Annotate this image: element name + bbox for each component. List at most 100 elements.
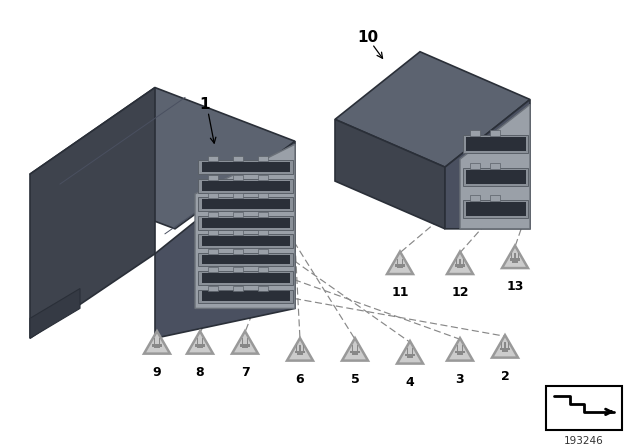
Polygon shape	[198, 271, 293, 285]
Polygon shape	[187, 331, 213, 353]
Text: 2: 2	[500, 370, 509, 383]
Polygon shape	[502, 246, 528, 268]
Polygon shape	[202, 162, 290, 172]
Polygon shape	[202, 254, 290, 264]
Bar	[508, 342, 509, 348]
Bar	[455, 264, 465, 267]
Bar	[208, 175, 218, 180]
Polygon shape	[198, 215, 293, 229]
Polygon shape	[466, 170, 526, 184]
Polygon shape	[155, 141, 295, 338]
Bar	[500, 342, 502, 348]
Polygon shape	[198, 253, 293, 267]
Bar	[258, 211, 268, 216]
Bar	[208, 249, 218, 254]
Polygon shape	[202, 273, 290, 283]
Bar	[208, 193, 218, 198]
Bar	[247, 338, 248, 344]
Polygon shape	[198, 234, 293, 248]
Bar	[296, 345, 297, 351]
Bar	[233, 285, 243, 290]
Bar	[258, 249, 268, 254]
Bar	[196, 346, 204, 348]
Bar	[258, 175, 268, 180]
Bar	[351, 345, 353, 351]
Bar	[240, 344, 250, 346]
Polygon shape	[202, 292, 290, 302]
Polygon shape	[492, 335, 518, 358]
Bar	[152, 344, 162, 346]
Bar	[233, 267, 243, 272]
Polygon shape	[287, 338, 313, 361]
Bar	[258, 230, 268, 235]
Bar	[397, 267, 403, 268]
Text: 12: 12	[451, 286, 468, 299]
Bar	[295, 351, 305, 353]
Polygon shape	[30, 87, 155, 338]
Bar	[299, 345, 301, 351]
Bar	[154, 346, 161, 348]
Bar	[258, 267, 268, 272]
Bar	[159, 338, 161, 344]
Bar	[303, 345, 305, 351]
Bar	[208, 285, 218, 290]
Bar	[233, 156, 243, 161]
Bar	[208, 267, 218, 272]
Bar	[459, 258, 461, 264]
Polygon shape	[466, 202, 526, 216]
Bar	[296, 353, 303, 355]
Text: 10: 10	[357, 30, 379, 45]
Bar	[456, 345, 458, 351]
Text: 3: 3	[456, 373, 464, 386]
Polygon shape	[460, 104, 530, 229]
Polygon shape	[463, 168, 528, 185]
Bar	[456, 267, 463, 268]
Text: 4: 4	[406, 376, 414, 389]
Bar	[208, 230, 218, 235]
Polygon shape	[335, 52, 530, 167]
Bar	[241, 346, 248, 348]
Polygon shape	[463, 200, 528, 218]
Text: 1: 1	[200, 97, 211, 112]
Polygon shape	[387, 251, 413, 274]
Text: 9: 9	[153, 366, 161, 379]
Text: 13: 13	[506, 280, 524, 293]
Polygon shape	[466, 137, 526, 151]
Bar	[233, 230, 243, 235]
Polygon shape	[463, 135, 528, 153]
Polygon shape	[202, 181, 290, 190]
Bar	[233, 211, 243, 216]
Bar	[233, 193, 243, 198]
Bar	[397, 258, 398, 264]
Polygon shape	[202, 218, 290, 228]
Polygon shape	[30, 289, 80, 338]
Bar	[154, 338, 156, 344]
Bar	[456, 258, 457, 264]
Polygon shape	[397, 341, 423, 364]
Bar	[412, 348, 413, 354]
Bar	[514, 253, 516, 258]
Polygon shape	[198, 289, 293, 303]
Bar	[546, 386, 622, 430]
Text: 5: 5	[351, 373, 360, 386]
Bar	[406, 357, 413, 358]
Bar	[258, 285, 268, 290]
Polygon shape	[195, 144, 295, 308]
Bar	[490, 195, 500, 201]
Bar	[402, 258, 403, 264]
Bar	[518, 253, 520, 258]
Polygon shape	[30, 87, 295, 229]
Bar	[500, 348, 510, 350]
Text: 8: 8	[196, 366, 204, 379]
Bar	[258, 156, 268, 161]
Polygon shape	[232, 331, 258, 353]
Text: 7: 7	[241, 366, 250, 379]
Bar	[233, 249, 243, 254]
Polygon shape	[342, 338, 368, 361]
Bar	[351, 353, 358, 355]
Bar	[470, 130, 480, 136]
Bar	[405, 354, 415, 357]
Bar	[208, 156, 218, 161]
Polygon shape	[202, 199, 290, 209]
Bar	[406, 348, 408, 354]
